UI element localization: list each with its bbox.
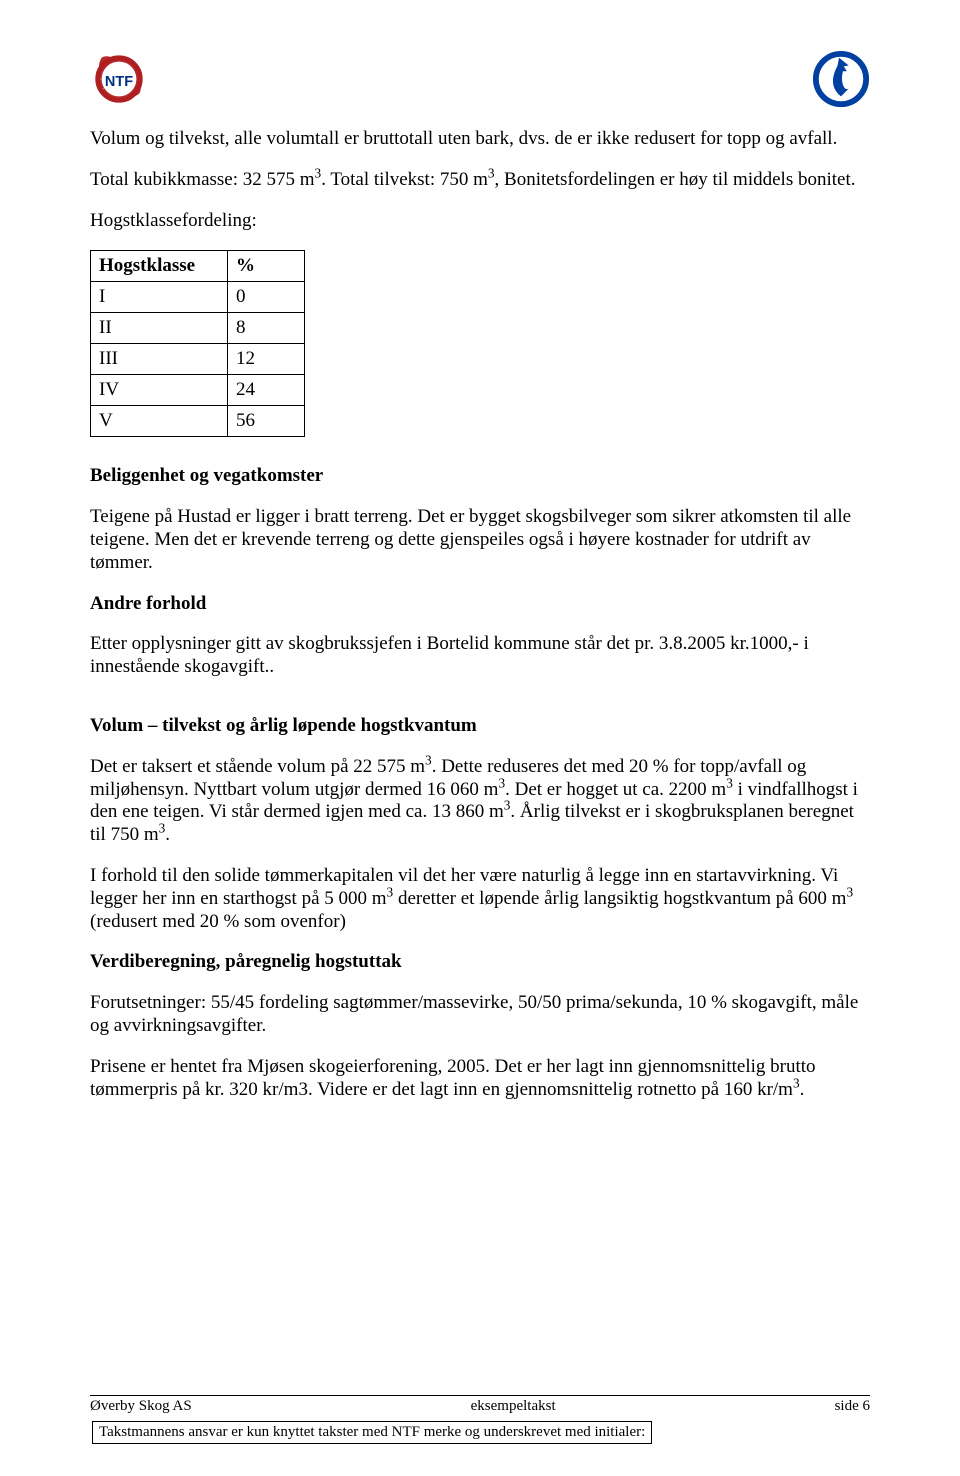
- table-cell: II: [91, 313, 228, 344]
- text: , Bonitetsfordelingen er høy til middels…: [495, 169, 856, 190]
- footer-right: side 6: [835, 1398, 870, 1415]
- heading-volum-tilvekst: Volum – tilvekst og årlig løpende hogstk…: [90, 715, 870, 738]
- footer-center: eksempeltakst: [471, 1398, 556, 1415]
- ntf-logo-icon: NTF: [90, 50, 148, 108]
- document-page: NTF Volum og tilvekst, alle volumtall er…: [0, 0, 960, 1476]
- spacer: [90, 697, 870, 715]
- table-cell: 56: [228, 406, 305, 437]
- para-volum-detail: Det er taksert et stående volum på 22 57…: [90, 756, 870, 847]
- text: . Det er hogget ut ca. 2200 m: [505, 779, 726, 800]
- text: Det er taksert et stående volum på 22 57…: [90, 756, 425, 777]
- heading-beliggenhet: Beliggenhet og vegatkomster: [90, 465, 870, 488]
- table-cell: 0: [228, 282, 305, 313]
- text: Total kubikkmasse: 32 575 m: [90, 169, 315, 190]
- superscript: 3: [846, 884, 853, 899]
- heading-verdiberegning: Verdiberegning, påregnelig hogstuttak: [90, 951, 870, 974]
- table-cell: III: [91, 344, 228, 375]
- text: .: [165, 824, 170, 845]
- text: deretter et løpende årlig langsiktig hog…: [393, 888, 846, 909]
- table-row: III 12: [91, 344, 305, 375]
- text: .: [800, 1079, 805, 1100]
- header-logos: NTF: [90, 50, 870, 108]
- superscript: 3: [793, 1075, 800, 1090]
- footer-left: Øverby Skog AS: [90, 1398, 192, 1415]
- table-cell: IV: [91, 375, 228, 406]
- footer-line: Øverby Skog AS eksempeltakst side 6: [90, 1395, 870, 1415]
- superscript: 3: [488, 165, 495, 180]
- table-row: II 8: [91, 313, 305, 344]
- table-row: IV 24: [91, 375, 305, 406]
- table-cell: 8: [228, 313, 305, 344]
- table-cell: 12: [228, 344, 305, 375]
- text: . Total tilvekst: 750 m: [321, 169, 488, 190]
- arrow-logo-icon: [812, 50, 870, 108]
- para-andre-forhold: Etter opplysninger gitt av skogbrukssjef…: [90, 633, 870, 679]
- table-row: V 56: [91, 406, 305, 437]
- para-volum-intro: Volum og tilvekst, alle volumtall er bru…: [90, 128, 870, 151]
- table-row: I 0: [91, 282, 305, 313]
- superscript: 3: [726, 775, 733, 790]
- footer-note-box: Takstmannens ansvar er kun knyttet takst…: [90, 1419, 654, 1446]
- table-header-row: Hogstklasse %: [91, 251, 305, 282]
- table-cell: V: [91, 406, 228, 437]
- page-footer: Øverby Skog AS eksempeltakst side 6 Taks…: [90, 1395, 870, 1446]
- para-priser: Prisene er hentet fra Mjøsen skogeierfor…: [90, 1056, 870, 1102]
- para-hogstklassefordeling: Hogstklassefordeling:: [90, 210, 870, 233]
- table-cell: I: [91, 282, 228, 313]
- para-kubikkmasse: Total kubikkmasse: 32 575 m3. Total tilv…: [90, 169, 870, 192]
- para-startavvirkning: I forhold til den solide tømmerkapitalen…: [90, 865, 870, 933]
- text: (redusert med 20 % som ovenfor): [90, 911, 346, 932]
- para-beliggenhet: Teigene på Hustad er ligger i bratt terr…: [90, 506, 870, 574]
- table-cell: 24: [228, 375, 305, 406]
- hogstklasse-table: Hogstklasse % I 0 II 8 III 12 IV 24 V 56: [90, 250, 305, 437]
- table-header-cell: Hogstklasse: [91, 251, 228, 282]
- para-forutsetninger: Forutsetninger: 55/45 fordeling sagtømme…: [90, 992, 870, 1038]
- svg-text:NTF: NTF: [105, 74, 133, 90]
- text: Prisene er hentet fra Mjøsen skogeierfor…: [90, 1056, 816, 1100]
- superscript: 3: [425, 752, 432, 767]
- heading-andre-forhold: Andre forhold: [90, 593, 870, 616]
- table-header-cell: %: [228, 251, 305, 282]
- footer-note-text: Takstmannens ansvar er kun knyttet takst…: [92, 1421, 652, 1444]
